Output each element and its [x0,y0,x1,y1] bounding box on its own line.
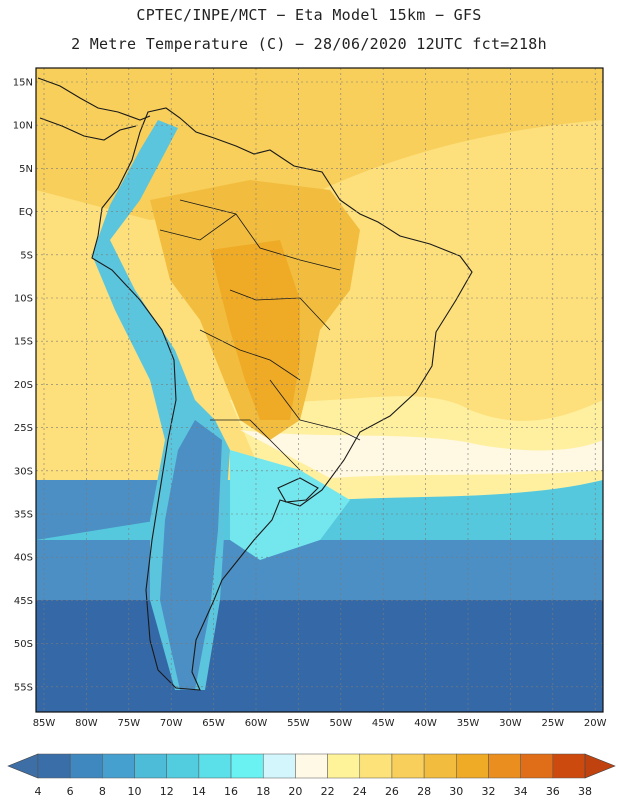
colorbar-label: 22 [321,785,335,798]
colorbar-label: 36 [546,785,560,798]
colorbar-high-arrow [584,753,616,779]
lat-label: 15N [13,78,33,89]
colorbar-segment [488,753,521,779]
colorbar-label: 20 [288,785,302,798]
colorbar-label: 38 [578,785,592,798]
central-america-outline [37,77,151,121]
graticule [36,68,603,712]
lon-label: 45W [372,718,395,729]
lon-label: 30W [499,718,522,729]
colorbar-label: 12 [160,785,174,798]
colorbar-segment [262,753,296,779]
colorbar-segment [359,753,393,779]
colorbar-segment [102,753,135,779]
lon-label: 80W [75,718,98,729]
colorbar-label: 14 [192,785,206,798]
lat-label: 5N [19,164,33,175]
lat-label: 25S [14,423,33,434]
colorbar-segment [391,753,425,779]
lon-label: 25W [541,718,564,729]
lon-label: 40W [414,718,437,729]
colorbar-low-arrow [7,753,39,779]
lat-label: 10S [14,294,33,305]
lat-label: 20S [14,380,33,391]
colorbar-segment [520,753,554,779]
country-borders [159,199,361,471]
colorbar-segment [456,753,489,779]
title-line-2: 2 Metre Temperature (C) − 28/06/2020 12U… [71,35,547,53]
colorbar-segment [166,753,200,779]
lon-label: 70W [160,718,183,729]
colorbar-labels: 4 6 8 10 12 14 16 18 20 22 24 26 28 30 32 34 36 38 [35,785,593,798]
colorbar-segment [423,753,457,779]
colorbar-label: 10 [128,785,142,798]
colorbar-label: 26 [385,785,399,798]
temperature-field [36,68,603,712]
uruguay-outline [277,477,319,503]
map-frame [35,67,604,713]
lat-label: 15S [14,337,33,348]
colorbar-segment [37,753,71,779]
colorbar-segment [327,753,361,779]
colorbar-label: 8 [99,785,106,798]
colorbar-label: 6 [67,785,74,798]
lon-label: 35W [457,718,480,729]
lon-label: 20W [584,718,607,729]
colorbar-segment [198,753,232,779]
lat-label: 40S [14,553,33,564]
lat-label: 5S [20,250,33,261]
colorbar-label: 34 [514,785,528,798]
colorbar-label: 18 [256,785,270,798]
lat-label: 10N [13,121,33,132]
colorbar-segment [134,753,167,779]
lat-label: 55S [14,682,33,693]
title-line-1: CPTEC/INPE/MCT − Eta Model 15km − GFS [136,6,482,24]
lat-label: 45S [14,596,33,607]
lat-label: 35S [14,510,33,521]
longitude-labels: 85W 80W 75W 70W 65W 60W 55W 50W 45W 40W 35W 30W 25W 2… [33,718,607,729]
colorbar-label: 32 [481,785,495,798]
lat-label: EQ [19,207,33,218]
lon-label: 55W [287,718,310,729]
field-interior-hottest [210,240,300,420]
colorbar-label: 30 [449,785,463,798]
colorbar: 4 6 8 10 12 14 16 18 20 22 24 26 28 30 32 34 36 38 [7,753,616,798]
colorbar-label: 24 [353,785,367,798]
lon-label: 65W [202,718,225,729]
field-andes-deep [160,420,222,690]
lon-label: 75W [117,718,140,729]
south-america-outline [91,107,473,691]
central-america-south-outline [39,117,137,141]
colorbar-segment [69,753,103,779]
lat-label: 30S [14,466,33,477]
colorbar-label: 28 [417,785,431,798]
field-caribbean-warm [36,68,603,220]
lat-label: 50S [14,639,33,650]
lon-label: 60W [245,718,268,729]
colorbar-segment [230,753,264,779]
colorbar-segment [552,753,586,779]
colorbar-label: 4 [35,785,42,798]
lon-label: 85W [33,718,56,729]
colorbar-segment [295,753,328,779]
field-pampas-cool [230,450,350,560]
colorbar-segments [37,753,586,779]
field-near-white [240,430,603,478]
colorbar-label: 16 [224,785,238,798]
lon-label: 50W [329,718,352,729]
latitude-labels: 15N 10N 5N EQ 5S 10S 15S 20S 25S 30S 35S 40S 45S 50S 5… [13,78,33,694]
coastlines [37,77,473,691]
